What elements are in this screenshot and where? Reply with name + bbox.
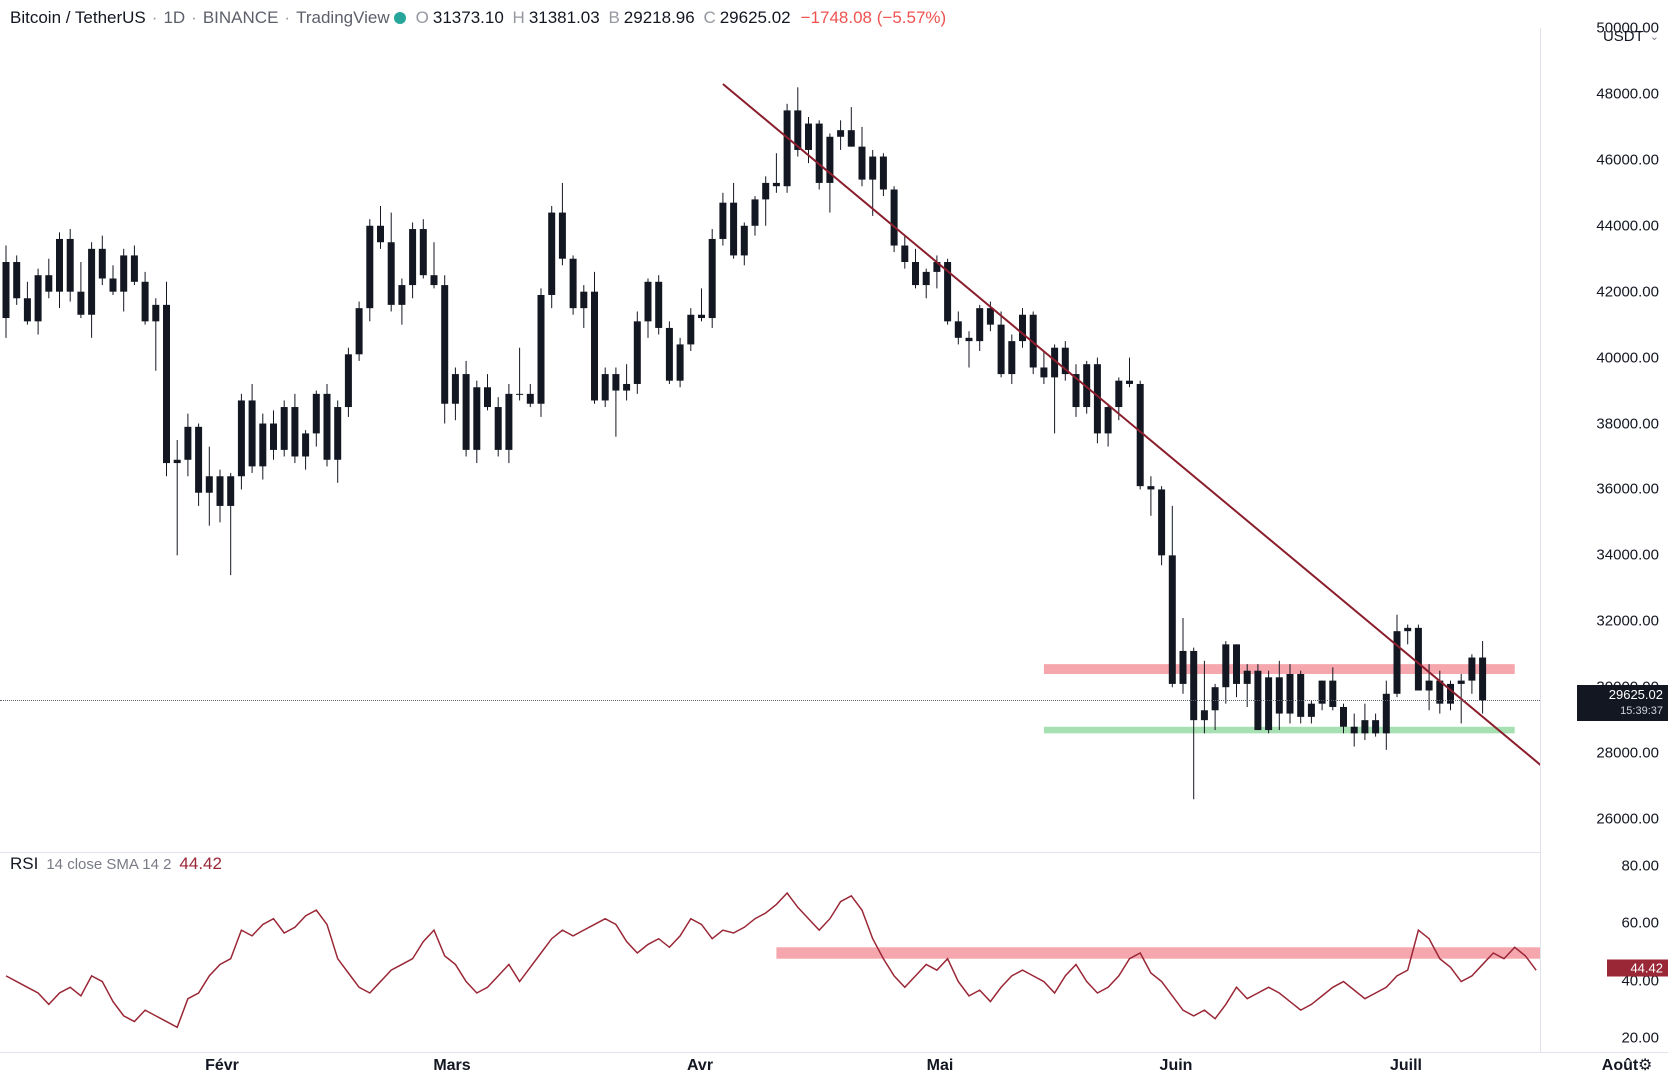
price-tick: 38000.00 (1596, 415, 1659, 432)
price-chart[interactable]: USDT ⌄ 26000.0028000.0030000.0032000.003… (0, 28, 1668, 852)
rsi-tick: 60.00 (1621, 915, 1659, 932)
time-axis[interactable]: Févr Mars Avr Mai Juin Juill Août ⚙ (0, 1052, 1668, 1080)
gear-icon[interactable]: ⚙ (1638, 1055, 1660, 1077)
time-tick: Juill (1390, 1057, 1422, 1075)
interval[interactable]: 1D (163, 8, 185, 28)
price-axis[interactable]: USDT ⌄ 26000.0028000.0030000.0032000.003… (1540, 28, 1668, 852)
price-tick: 44000.00 (1596, 217, 1659, 234)
time-tick: Mai (927, 1057, 954, 1075)
market-status-icon (394, 12, 406, 24)
exchange: BINANCE (203, 8, 279, 28)
time-tick: Févr (205, 1057, 239, 1075)
time-tick: Août (1602, 1057, 1638, 1075)
change-value: −1748.08 (−5.57%) (801, 8, 947, 28)
rsi-tick: 20.00 (1621, 1029, 1659, 1046)
price-tick: 34000.00 (1596, 547, 1659, 564)
ohlc-readout: O31373.10 H31381.03 B29218.96 C29625.02 (416, 8, 795, 28)
current-price-badge: 29625.02 15:39:37 (1577, 685, 1668, 721)
price-tick: 36000.00 (1596, 481, 1659, 498)
symbol-name[interactable]: Bitcoin / TetherUS (10, 8, 146, 28)
provider: TradingView (296, 8, 390, 28)
rsi-axis[interactable]: 20.0040.0060.0080.00 44.42 (1540, 852, 1668, 1052)
rsi-tick: 80.00 (1621, 858, 1659, 875)
rsi-indicator[interactable]: RSI 14 close SMA 14 2 44.42 20.0040.0060… (0, 852, 1668, 1080)
price-plot[interactable] (0, 28, 1540, 852)
time-tick: Juin (1160, 1057, 1193, 1075)
rsi-plot[interactable] (0, 852, 1540, 1053)
price-tick: 50000.00 (1596, 20, 1659, 37)
price-tick: 26000.00 (1596, 811, 1659, 828)
price-tick: 32000.00 (1596, 613, 1659, 630)
price-tick: 48000.00 (1596, 85, 1659, 102)
price-tick: 46000.00 (1596, 151, 1659, 168)
price-tick: 28000.00 (1596, 745, 1659, 762)
price-tick: 40000.00 (1596, 349, 1659, 366)
rsi-value-badge: 44.42 (1607, 959, 1668, 976)
time-tick: Avr (687, 1057, 713, 1075)
price-tick: 42000.00 (1596, 283, 1659, 300)
current-price-line (0, 700, 1540, 701)
time-tick: Mars (433, 1057, 470, 1075)
